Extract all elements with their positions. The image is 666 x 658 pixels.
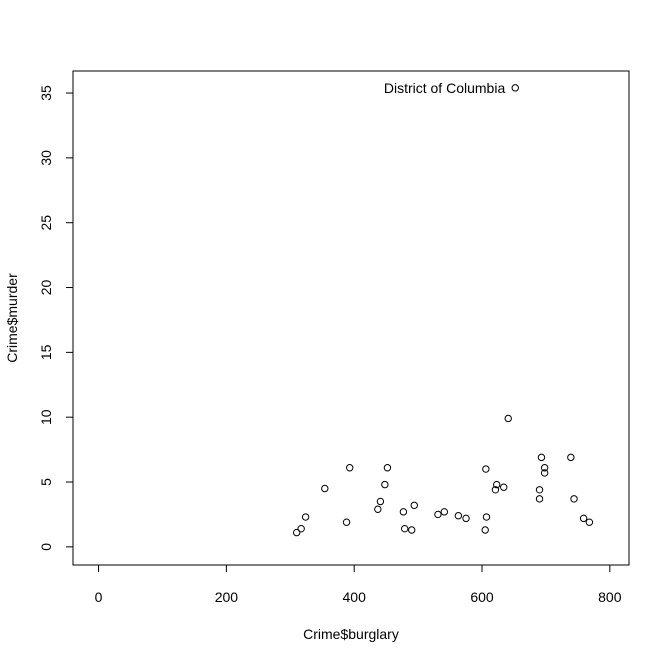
data-point	[540, 469, 549, 477]
data-point	[491, 486, 500, 494]
x-axis: 0 200 400 600 800	[95, 565, 622, 605]
y-tick-label: 35	[38, 85, 54, 101]
x-tick-label: 400	[343, 589, 367, 605]
data-point	[410, 501, 418, 510]
data-point	[301, 513, 310, 521]
data-point	[399, 508, 408, 516]
data-point	[482, 513, 491, 521]
data-point	[481, 526, 489, 534]
data-point	[570, 495, 578, 503]
data-point	[500, 483, 508, 491]
data-point	[374, 505, 382, 513]
data-point	[292, 528, 301, 537]
plot-frame	[72, 70, 630, 566]
y-tick-label: 30	[38, 150, 54, 166]
data-point	[504, 414, 512, 423]
x-tick-label: 0	[95, 589, 103, 605]
point-annotation: District of Columbia	[384, 80, 506, 96]
y-tick-label: 20	[38, 280, 54, 296]
data-point	[376, 497, 385, 506]
y-axis: 0 5 10 15 20 25 30 35	[38, 85, 73, 551]
data-point	[400, 524, 409, 533]
data-point	[346, 464, 354, 472]
data-point	[440, 508, 449, 516]
x-tick-label: 800	[598, 589, 622, 605]
y-tick-label: 10	[38, 409, 54, 425]
data-point	[511, 84, 519, 92]
data-point	[537, 453, 546, 462]
y-axis-label: Crime$murder	[4, 273, 20, 363]
data-point	[567, 453, 575, 462]
data-point	[585, 518, 594, 526]
y-tick-label: 5	[38, 478, 54, 486]
annotations: District of Columbia	[384, 80, 506, 96]
x-tick-label: 200	[215, 589, 239, 605]
data-point	[535, 486, 544, 494]
data-point	[434, 510, 442, 519]
data-point	[540, 464, 549, 472]
data-point	[482, 465, 490, 473]
data-point	[462, 514, 470, 523]
y-tick-label: 25	[38, 215, 54, 231]
data-point	[408, 526, 416, 534]
y-tick-label: 15	[38, 344, 54, 360]
data-point	[297, 524, 305, 533]
data-point	[381, 480, 389, 489]
data-points	[292, 84, 594, 537]
data-point	[454, 512, 463, 520]
y-tick-label: 0	[38, 543, 54, 551]
x-tick-label: 600	[470, 589, 494, 605]
data-point	[321, 484, 329, 493]
x-axis-label: Crime$burglary	[303, 626, 399, 642]
data-point	[579, 514, 588, 523]
data-point	[342, 518, 351, 526]
data-point	[535, 495, 544, 503]
data-point	[493, 480, 501, 489]
data-point	[383, 464, 392, 472]
